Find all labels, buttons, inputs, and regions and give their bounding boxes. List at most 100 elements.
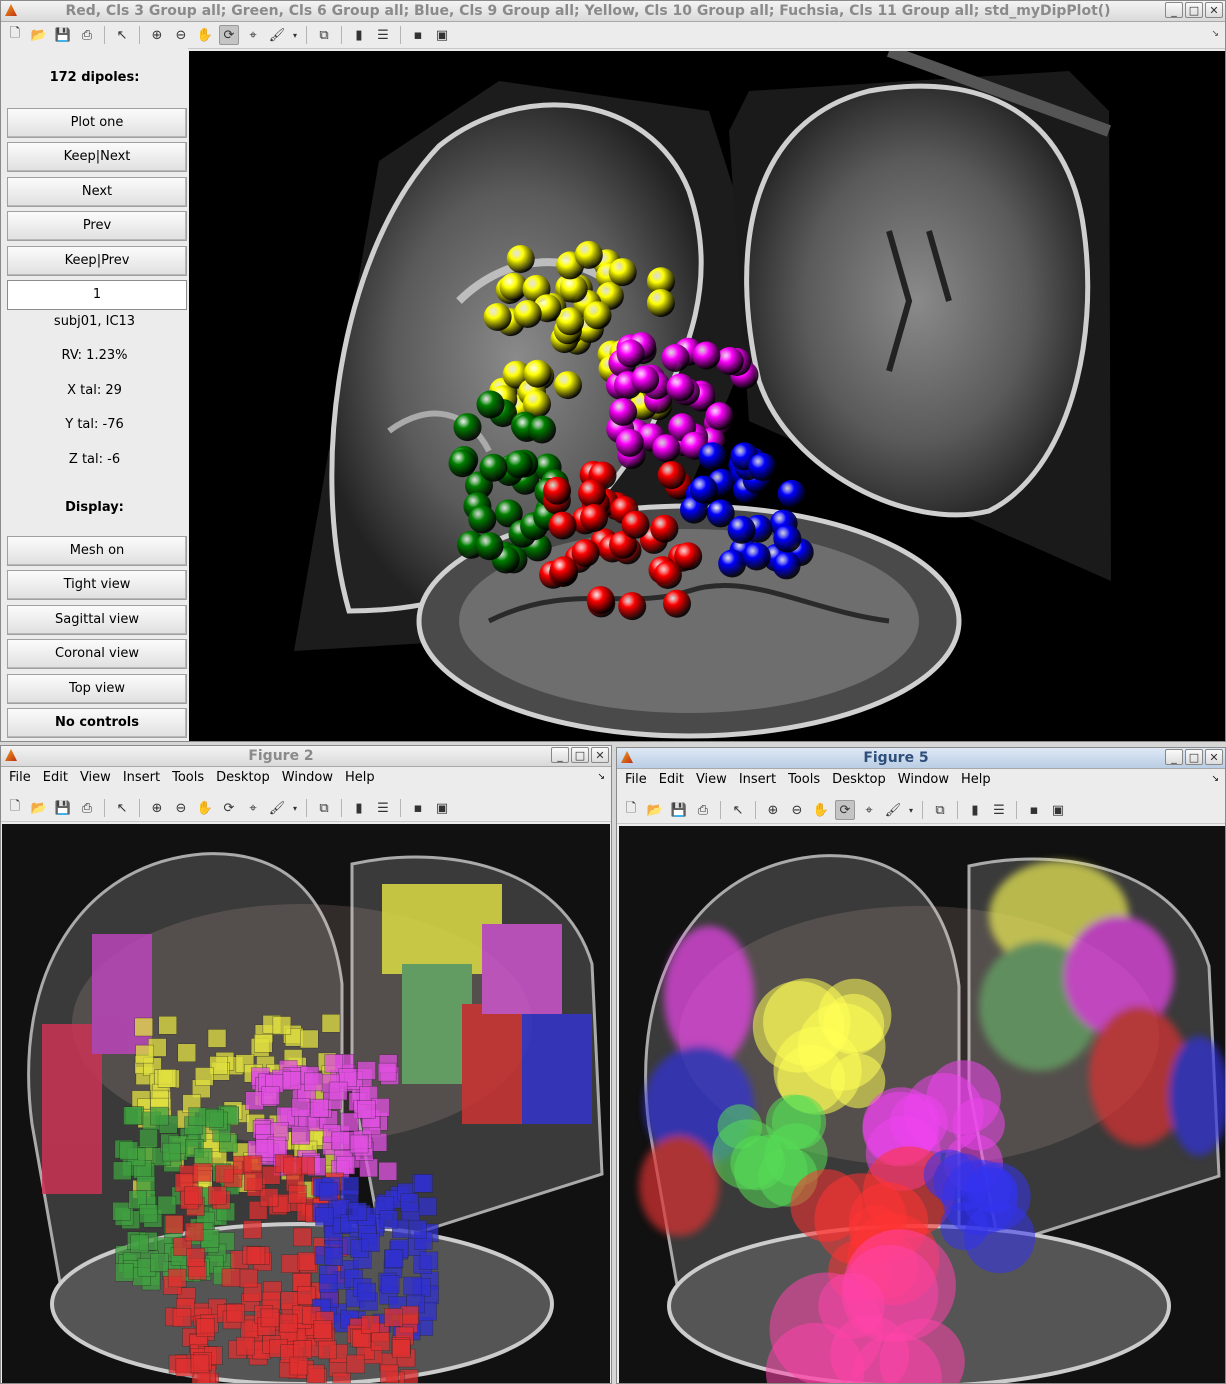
green-dipole-sphere[interactable] [475,532,504,561]
brush-dropdown-icon[interactable]: ▾ [292,30,297,40]
new-file-icon[interactable]: 🗋 [625,801,637,816]
legend-icon[interactable]: ☰ [993,802,1005,818]
brush-icon[interactable]: 🖌 [268,800,286,816]
pointer-icon[interactable]: ↖ [732,802,744,818]
toolbar-dock-icon[interactable]: ↘ [1211,29,1219,39]
show-plot-tools-icon[interactable]: ▣ [435,800,449,816]
open-folder-icon[interactable]: 📂 [30,800,48,816]
fuchsia-dipole-sphere[interactable] [666,373,695,402]
rotate-3d-icon[interactable]: ⟳ [835,800,855,820]
green-dipole-sphere[interactable] [476,390,505,419]
new-file-icon[interactable]: 🗋 [9,799,21,814]
menu-tools[interactable]: Tools [172,769,205,785]
zoom-out-icon[interactable]: ⊖ [791,802,803,818]
print-icon[interactable]: ⎙ [81,800,93,816]
zoom-out-icon[interactable]: ⊖ [175,800,187,816]
hide-plot-tools-icon[interactable]: ▪ [413,27,423,43]
maximize-button[interactable]: □ [571,747,589,763]
minimize-button[interactable]: _ [1165,2,1183,18]
link-plot-icon[interactable]: ⧉ [935,802,945,818]
green-dipole-sphere[interactable] [504,450,533,479]
fuchsia-dipole-sphere[interactable] [609,398,638,426]
blue-dipole-sphere[interactable] [689,475,718,504]
menu-window[interactable]: Window [281,769,334,785]
zoom-in-icon[interactable]: ⊕ [767,802,779,818]
link-plot-icon[interactable]: ⧉ [319,27,329,43]
brush-dropdown-icon[interactable]: ▾ [908,805,913,815]
keep-prev-button[interactable]: Keep|Prev [7,246,187,276]
print-icon[interactable]: ⎙ [81,27,93,43]
blue-dipole-sphere[interactable] [772,551,801,580]
brush-icon[interactable]: 🖌 [268,27,286,43]
yellow-dipole-sphere[interactable] [574,240,603,269]
sagittal-view-button[interactable]: Sagittal view [7,605,187,635]
show-plot-tools-icon[interactable]: ▣ [435,27,449,43]
menu-desktop[interactable]: Desktop [216,769,270,785]
red-dipole-sphere[interactable] [618,592,647,621]
menu-edit[interactable]: Edit [658,771,684,787]
yellow-dipole-sphere[interactable] [554,371,582,400]
blue-dipole-sphere[interactable] [706,499,735,528]
pointer-icon[interactable]: ↖ [116,27,128,43]
yellow-dipole-sphere[interactable] [523,390,551,418]
yellow-dipole-sphere[interactable] [608,258,637,287]
keep-next-button[interactable]: Keep|Next [7,142,187,172]
pointer-icon[interactable]: ↖ [116,800,128,816]
brush-dropdown-icon[interactable]: ▾ [292,803,297,813]
prev-button[interactable]: Prev [7,211,187,241]
fuchsia-dipole-sphere[interactable] [692,341,721,370]
red-dipole-sphere[interactable] [657,461,686,490]
zoom-out-icon[interactable]: ⊖ [175,27,187,43]
menu-desktop[interactable]: Desktop [832,771,886,787]
no-controls-button[interactable]: No controls [7,708,187,738]
link-plot-icon[interactable]: ⧉ [319,800,329,816]
coronal-view-button[interactable]: Coronal view [7,639,187,669]
yellow-dipole-sphere[interactable] [513,300,542,328]
save-icon[interactable]: 💾 [54,27,72,43]
green-dipole-sphere[interactable] [528,415,556,444]
green-dipole-sphere[interactable] [453,413,482,442]
red-dipole-sphere[interactable] [650,514,679,543]
blue-dipole-sphere[interactable] [698,442,727,471]
menubar-dock-icon[interactable]: ↘ [1211,774,1219,784]
zoom-in-icon[interactable]: ⊕ [151,800,163,816]
top-view-button[interactable]: Top view [7,674,187,704]
hide-plot-tools-icon[interactable]: ▪ [413,800,423,816]
data-cursor-icon[interactable]: ⌖ [249,27,257,43]
main-titlebar[interactable]: Red, Cls 3 Group all; Green, Cls 6 Group… [1,1,1225,22]
blue-dipole-sphere[interactable] [748,452,777,481]
figure5-blob-axes[interactable] [619,826,1225,1383]
pan-hand-icon[interactable]: ✋ [196,27,214,43]
red-dipole-sphere[interactable] [653,561,682,589]
cluster-isosurfaces[interactable] [712,978,1036,1383]
open-folder-icon[interactable]: 📂 [30,27,48,43]
yellow-dipole-sphere[interactable] [583,301,612,330]
yellow-dipole-sphere[interactable] [483,303,512,331]
plot-one-button[interactable]: Plot one [7,108,187,138]
tight-view-button[interactable]: Tight view [7,570,187,600]
menu-tools[interactable]: Tools [788,771,821,787]
minimize-button[interactable]: _ [1165,749,1183,765]
menu-view[interactable]: View [79,769,111,785]
red-dipole-sphere[interactable] [578,479,607,508]
close-button[interactable]: ✕ [1205,749,1223,765]
yellow-dipole-sphere[interactable] [647,267,675,296]
blue-dipole-sphere[interactable] [727,515,756,544]
yellow-dipole-sphere[interactable] [523,359,552,388]
fuchsia-dipole-sphere[interactable] [715,347,744,375]
figure2-voxel-axes[interactable] [2,824,610,1383]
legend-icon[interactable]: ☰ [377,800,389,816]
menubar-dock-icon[interactable]: ↘ [597,772,605,782]
save-icon[interactable]: 💾 [54,800,72,816]
dipole-spheres[interactable] [448,240,814,621]
colorbar-icon[interactable]: ▮ [355,800,363,816]
green-dipole-sphere[interactable] [494,499,523,528]
yellow-dipole-sphere[interactable] [506,245,535,273]
dipole-3d-axes[interactable] [189,51,1225,741]
fuchsia-dipole-sphere[interactable] [615,428,644,457]
close-button[interactable]: ✕ [591,747,609,763]
figure2-titlebar[interactable]: Figure 2 _ □ ✕ [1,746,611,767]
menu-edit[interactable]: Edit [42,769,68,785]
pan-hand-icon[interactable]: ✋ [196,800,214,816]
fuchsia-dipole-sphere[interactable] [705,402,734,431]
